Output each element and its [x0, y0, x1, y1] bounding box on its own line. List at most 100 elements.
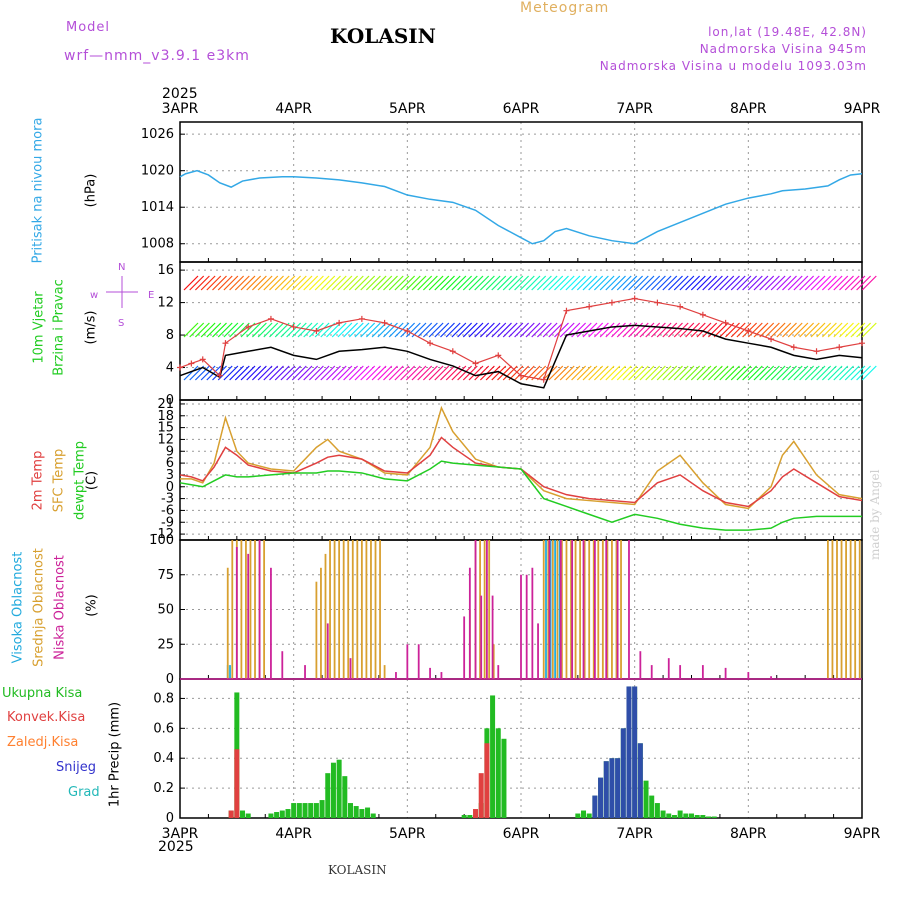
precip-bar	[671, 815, 677, 818]
wind-barb	[308, 275, 324, 291]
wind-barb	[725, 365, 740, 381]
wind-barb	[223, 365, 239, 381]
wind-barb	[810, 322, 826, 338]
y-tick-label: 25	[157, 637, 174, 652]
wind-barb	[217, 275, 233, 291]
legend-convective: Konvek.Kisa	[7, 710, 86, 725]
wind-barb	[554, 322, 569, 338]
y-tick-label: 21	[157, 397, 174, 412]
wind-barb	[611, 365, 626, 381]
wind-barb	[690, 275, 706, 291]
x-tick-label-top: 7APR	[616, 101, 653, 117]
wind-barb	[770, 365, 786, 381]
wind-barb	[474, 322, 490, 338]
wind-barb	[394, 275, 410, 291]
wind-barb	[269, 275, 284, 291]
wind-barb	[816, 275, 832, 291]
pressure-line	[179, 169, 863, 245]
wind-barb	[377, 322, 393, 338]
precip-bar	[501, 738, 507, 818]
wind-barb	[782, 322, 797, 338]
wind-barb	[343, 275, 359, 291]
precip-bar	[245, 813, 251, 818]
x-tick-label-bottom: 4APR	[275, 826, 312, 842]
wind-barb	[229, 275, 245, 291]
precip-bar	[654, 803, 660, 818]
model-name: wrf—nmm_v3.9.1 e3km	[64, 48, 250, 64]
precip-bar	[313, 803, 319, 818]
wind-barb	[536, 365, 552, 381]
gust-marker	[313, 328, 320, 334]
gust-marker	[745, 328, 752, 334]
gust-marker	[290, 323, 297, 330]
wind-barb	[633, 365, 649, 381]
wind-barb	[844, 365, 860, 381]
wind-barb	[457, 365, 473, 381]
precip-bar	[581, 810, 587, 818]
wind-barb	[713, 365, 729, 381]
wind-barb	[804, 322, 820, 338]
wind-barb	[816, 322, 832, 338]
gust-marker	[608, 299, 615, 306]
wind-barb	[799, 275, 815, 291]
wind-barb	[411, 365, 427, 381]
wind-barb	[212, 322, 227, 338]
gust-marker	[267, 315, 274, 322]
wind-barb	[827, 365, 843, 381]
y-tick-label: 15	[157, 421, 174, 436]
wind-barb	[668, 275, 683, 291]
y-tick-label: 1026	[141, 127, 174, 142]
wind-barb	[200, 275, 216, 291]
wind-barb	[348, 275, 364, 291]
wind-barb	[337, 365, 353, 381]
wind-barb	[696, 365, 712, 381]
wind-barb	[251, 365, 267, 381]
wind-barb	[417, 322, 433, 338]
precip-bar	[586, 813, 592, 818]
gust-marker	[836, 344, 843, 351]
wind-barb	[320, 365, 336, 381]
wind-barb	[548, 365, 564, 381]
wind-barb	[274, 275, 290, 291]
wind-barb	[308, 365, 324, 381]
wind-barb	[411, 275, 427, 291]
gust-marker	[336, 319, 343, 326]
wind-barb	[286, 365, 302, 381]
precip-bar	[666, 813, 672, 818]
wind-barb	[280, 365, 296, 381]
wind-barb	[451, 365, 467, 381]
precip-bar	[268, 813, 274, 818]
wind-barb	[696, 275, 712, 291]
wind-barb	[571, 365, 587, 381]
wind-barb	[354, 322, 370, 338]
wind-barb	[434, 322, 450, 338]
wind-barb	[451, 275, 467, 291]
precip-bar	[620, 728, 626, 818]
wind-barb	[827, 275, 843, 291]
y-tick-label: 12	[157, 296, 174, 311]
wind-barb	[280, 275, 296, 291]
wind-barb	[616, 275, 632, 291]
wind-barb	[257, 275, 273, 291]
y-tick-label: 6	[166, 456, 174, 471]
precip-bar	[626, 686, 632, 818]
wind-barb	[707, 365, 723, 381]
wind-barb	[588, 365, 604, 381]
y-tick-label: 12	[157, 432, 174, 447]
wind-barb	[770, 275, 786, 291]
lonlat-label: lon,lat (19.48E, 42.8N)	[708, 25, 867, 39]
wind-barb	[764, 275, 780, 291]
gust-marker	[216, 372, 223, 379]
wind-barb	[804, 275, 820, 291]
gust-marker	[381, 319, 388, 326]
precip-bar	[228, 810, 234, 818]
wind-barb	[468, 322, 484, 338]
wind-barb	[337, 275, 353, 291]
wind-barb	[326, 365, 341, 381]
y-tick-label: 0.2	[153, 781, 174, 796]
wind-barb	[269, 365, 284, 381]
wind-barb	[291, 322, 307, 338]
x-tick-label-bottom: 3APR	[162, 826, 199, 842]
wind-barb	[531, 275, 547, 291]
wind-barb	[286, 275, 302, 291]
